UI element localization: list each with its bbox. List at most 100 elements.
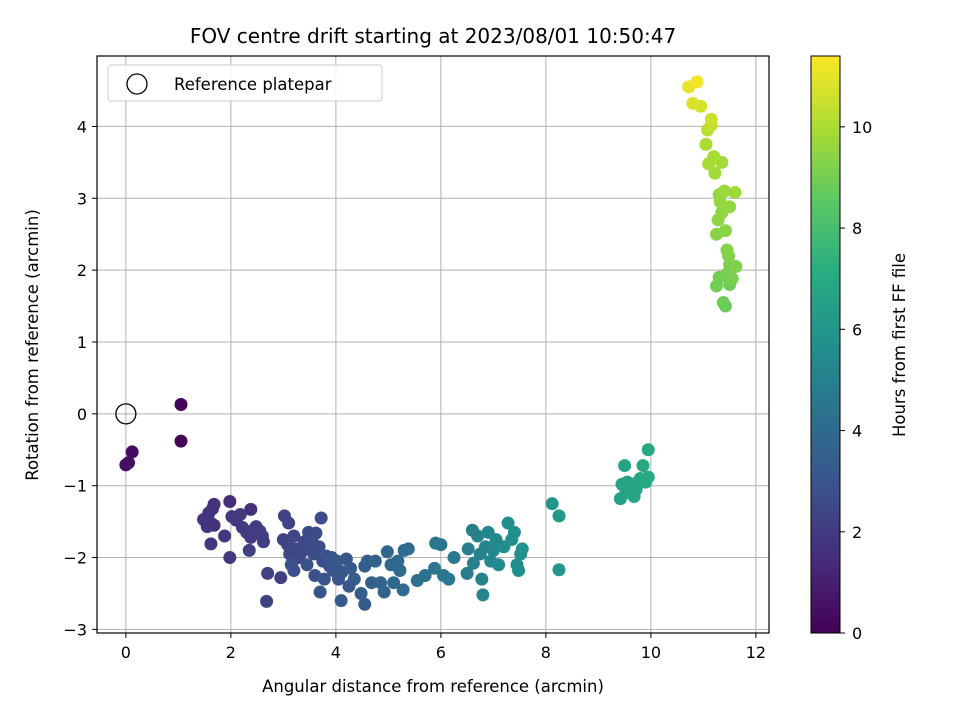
data-point bbox=[313, 585, 327, 599]
data-point bbox=[471, 529, 485, 543]
data-point bbox=[690, 75, 704, 89]
data-point bbox=[377, 585, 391, 599]
x-tick-label: 12 bbox=[746, 643, 766, 662]
data-point bbox=[428, 561, 442, 575]
data-point bbox=[284, 558, 298, 572]
chart-title: FOV centre drift starting at 2023/08/01 … bbox=[190, 24, 676, 48]
data-point bbox=[704, 112, 718, 126]
data-point bbox=[354, 586, 368, 600]
data-point bbox=[507, 525, 521, 539]
data-point bbox=[442, 572, 456, 586]
colorbar-tick-label: 4 bbox=[852, 422, 862, 441]
y-tick-label: 0 bbox=[77, 405, 87, 424]
data-point bbox=[434, 538, 448, 552]
y-tick-label: −1 bbox=[63, 477, 87, 496]
data-point bbox=[686, 96, 700, 110]
data-point bbox=[334, 594, 348, 608]
data-point bbox=[708, 166, 722, 180]
y-tick-label: 4 bbox=[77, 117, 87, 136]
x-tick-label: 8 bbox=[541, 643, 551, 662]
colorbar-tick-label: 6 bbox=[852, 320, 862, 339]
data-points bbox=[119, 75, 743, 611]
data-point bbox=[492, 558, 506, 572]
colorbar-ticks: 0 2 4 6 8 10 bbox=[840, 118, 872, 643]
x-tick-label: 6 bbox=[436, 643, 446, 662]
data-point bbox=[475, 572, 489, 586]
x-tick-label: 10 bbox=[641, 643, 661, 662]
data-point bbox=[119, 458, 133, 472]
data-point bbox=[344, 561, 358, 575]
data-point bbox=[717, 184, 731, 198]
legend-box bbox=[107, 64, 383, 102]
data-point bbox=[461, 542, 475, 556]
legend-entry: Reference platepar bbox=[174, 75, 332, 94]
data-point bbox=[707, 150, 721, 164]
data-point bbox=[729, 260, 743, 274]
data-point bbox=[486, 543, 500, 557]
data-point bbox=[174, 397, 188, 411]
data-point bbox=[552, 563, 566, 577]
data-point bbox=[396, 583, 410, 597]
plot-frame bbox=[96, 55, 770, 634]
data-point bbox=[242, 543, 256, 557]
data-point bbox=[200, 520, 214, 534]
data-point bbox=[512, 563, 526, 577]
data-point bbox=[261, 566, 275, 580]
data-point bbox=[274, 571, 288, 585]
data-point bbox=[347, 572, 361, 586]
data-point bbox=[545, 497, 559, 511]
legend: Reference platepar bbox=[107, 64, 383, 102]
data-point bbox=[233, 507, 247, 521]
colorbar-tick-label: 2 bbox=[852, 523, 862, 542]
data-point bbox=[393, 563, 407, 577]
reference-marker bbox=[115, 403, 137, 425]
data-point bbox=[314, 511, 328, 525]
data-point bbox=[466, 556, 480, 570]
data-point bbox=[218, 529, 232, 543]
data-point bbox=[312, 540, 326, 554]
data-point bbox=[223, 495, 237, 509]
data-point bbox=[501, 516, 515, 530]
data-point bbox=[204, 537, 218, 551]
data-point bbox=[317, 572, 331, 586]
data-point bbox=[641, 443, 655, 457]
data-point bbox=[300, 558, 314, 572]
colorbar bbox=[810, 55, 841, 634]
data-point bbox=[401, 542, 415, 556]
data-point bbox=[380, 545, 394, 559]
colorbar-tick-label: 0 bbox=[852, 624, 862, 643]
data-point bbox=[460, 566, 474, 580]
legend-marker bbox=[126, 73, 148, 95]
y-axis-label: Rotation from reference (arcmin) bbox=[23, 209, 42, 481]
data-point bbox=[223, 551, 237, 565]
data-point bbox=[174, 434, 188, 448]
data-point bbox=[618, 459, 632, 473]
data-point bbox=[699, 137, 713, 151]
colorbar-tick-label: 8 bbox=[852, 219, 862, 238]
x-tick-label: 4 bbox=[331, 643, 341, 662]
data-point bbox=[358, 597, 372, 611]
y-tick-label: −3 bbox=[63, 620, 87, 639]
data-point bbox=[515, 542, 529, 556]
data-point bbox=[725, 272, 739, 286]
data-point bbox=[244, 502, 258, 516]
data-point bbox=[728, 186, 742, 200]
colorbar-label: Hours from first FF file bbox=[890, 253, 909, 437]
y-tick-label: 2 bbox=[77, 261, 87, 280]
data-point bbox=[641, 470, 655, 484]
data-point bbox=[125, 445, 139, 459]
data-point bbox=[476, 588, 490, 602]
data-point bbox=[368, 554, 382, 568]
x-tick-label: 0 bbox=[121, 643, 131, 662]
data-point bbox=[387, 576, 401, 590]
data-point bbox=[418, 569, 432, 583]
data-point bbox=[282, 516, 296, 530]
x-tick-label: 2 bbox=[226, 643, 236, 662]
y-tick-label: 3 bbox=[77, 189, 87, 208]
data-point bbox=[309, 526, 323, 540]
data-point bbox=[716, 295, 730, 309]
data-point bbox=[720, 243, 734, 257]
data-point bbox=[365, 576, 379, 590]
